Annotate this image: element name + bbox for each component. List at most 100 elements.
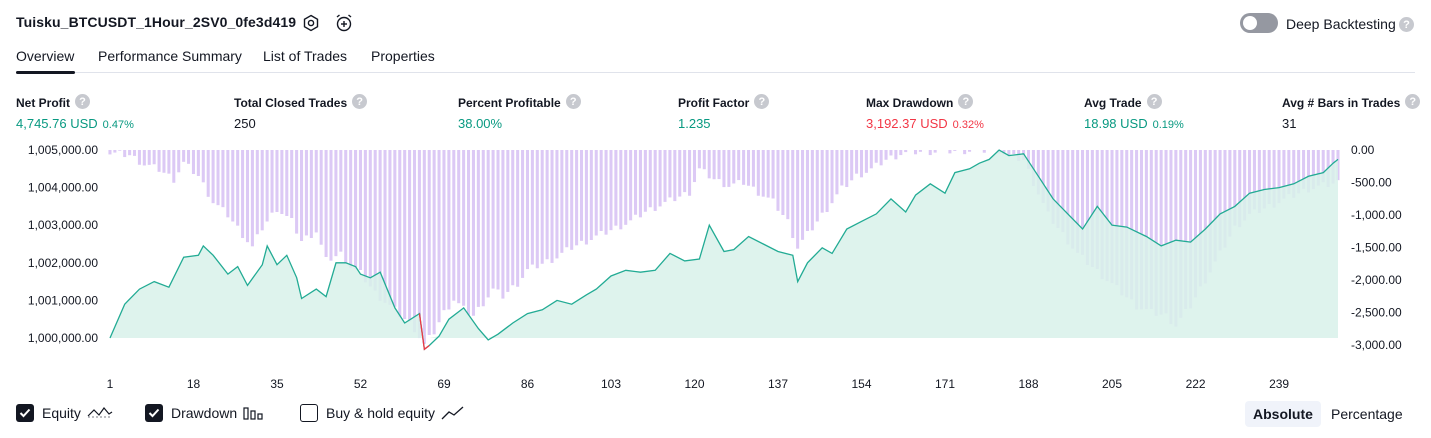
metric-label: Profit Factor (678, 95, 750, 110)
help-icon[interactable]: ? (1399, 17, 1414, 32)
equity-checkbox[interactable] (16, 404, 34, 422)
metric-value: 31 (1282, 116, 1297, 131)
drawdown-bar (1262, 150, 1266, 209)
drawdown-bar (894, 150, 898, 160)
drawdown-bar (565, 150, 569, 248)
help-icon[interactable]: ? (75, 94, 90, 110)
drawdown-bar (481, 150, 485, 307)
drawdown-bar (432, 150, 436, 335)
x-axis-tick: 1 (107, 377, 114, 391)
drawdown-bar (363, 150, 367, 283)
drawdown-bar (417, 150, 421, 339)
drawdown-bar (187, 150, 191, 164)
drawdown-bar (1130, 150, 1134, 300)
metric-total-closed-trades: Total Closed Trades? 250 (234, 94, 368, 131)
drawdown-bar (845, 150, 849, 188)
drawdown-bar (1081, 150, 1085, 255)
drawdown-bar (786, 150, 790, 220)
help-icon[interactable]: ? (565, 94, 581, 110)
drawdown-bar (206, 150, 210, 197)
drawdown-bar (884, 150, 888, 160)
y-axis-left-tick: 1,002,000.00 (28, 256, 98, 270)
drawdown-bar (1321, 150, 1325, 183)
help-icon[interactable]: ? (754, 94, 770, 110)
drawdown-checkbox[interactable] (145, 404, 163, 422)
legend-drawdown[interactable]: Drawdown (145, 404, 265, 422)
buy-hold-checkbox[interactable] (300, 404, 318, 422)
drawdown-bar (619, 150, 623, 230)
metric-profit-factor: Profit Factor? 1.235 (678, 94, 770, 131)
drawdown-bar (157, 150, 161, 172)
drawdown-bar (1306, 150, 1311, 193)
drawdown-bar (476, 150, 480, 307)
drawdown-bar (275, 150, 279, 213)
gear-icon[interactable] (300, 12, 322, 34)
help-icon[interactable]: ? (958, 94, 974, 110)
percentage-scale-button[interactable]: Percentage (1331, 406, 1403, 422)
drawdown-bar (521, 150, 525, 278)
drawdown-bar (756, 150, 760, 196)
drawdown-bar (516, 150, 520, 287)
drawdown-bar (555, 150, 559, 259)
drawdown-bar (1144, 150, 1148, 310)
drawdown-bar (349, 150, 353, 269)
legend-buy-hold-label: Buy & hold equity (326, 405, 435, 421)
drawdown-bar (560, 150, 564, 253)
drawdown-bar (457, 150, 461, 304)
x-axis-tick: 205 (1102, 377, 1122, 391)
drawdown-bar (658, 150, 662, 207)
metric-label: Total Closed Trades (234, 95, 348, 110)
equity-line (109, 149, 1339, 351)
drawdown-bar (1012, 150, 1016, 155)
drawdown-bar (245, 150, 250, 243)
drawdown-bar (933, 150, 937, 153)
drawdown-bar (388, 150, 392, 305)
drawdown-bar (1076, 150, 1080, 253)
tab-overview[interactable]: Overview (16, 48, 75, 64)
drawdown-bar (1139, 150, 1143, 310)
legend-equity[interactable]: Equity (16, 404, 113, 422)
drawdown-bar (889, 150, 893, 156)
help-icon[interactable]: ? (352, 94, 368, 110)
drawdown-bar (511, 150, 515, 286)
drawdown-bar (1026, 150, 1031, 169)
drawdown-bar (1287, 150, 1291, 195)
drawdown-bar (471, 150, 475, 316)
drawdown-bar (373, 150, 377, 291)
metric-percent: 0.19% (1152, 119, 1184, 131)
metric-avg-bars-in-trades: Avg # Bars in Trades? 31 (1282, 94, 1421, 131)
drawdown-bar (1159, 150, 1163, 315)
drawdown-bar (683, 150, 687, 193)
legend-buy-hold-equity[interactable]: Buy & hold equity (300, 404, 465, 422)
drawdown-bar (319, 150, 323, 245)
tab-list-of-trades[interactable]: List of Trades (263, 48, 348, 64)
drawdown-bar (467, 150, 471, 315)
absolute-scale-button[interactable]: Absolute (1245, 401, 1321, 427)
drawdown-bar (638, 150, 642, 218)
drawdown-bar (855, 150, 859, 174)
deep-backtesting-toggle[interactable] (1240, 13, 1278, 33)
drawdown-bar (403, 150, 407, 319)
drawdown-bar (801, 150, 805, 240)
drawdown-bar (1066, 150, 1070, 245)
help-icon[interactable]: ? (1146, 94, 1162, 110)
drawdown-bar (1208, 150, 1212, 273)
metric-value: 3,192.37 USD (866, 116, 948, 131)
equity-drawdown-chart: 1,005,000.00 1,004,000.00 1,003,000.00 1,00… (28, 143, 1402, 391)
equity-below-start-line (418, 313, 430, 351)
add-alert-icon[interactable] (333, 12, 355, 34)
tab-performance-summary[interactable]: Performance Summary (98, 48, 242, 64)
drawdown-bar (737, 150, 741, 181)
metric-value: 18.98 USD (1084, 116, 1148, 131)
drawdown-bar (850, 150, 854, 181)
drawdown-bar (201, 150, 205, 183)
drawdown-bar (742, 150, 746, 185)
drawdown-bar (1036, 150, 1040, 195)
drawdown-bar (609, 150, 613, 231)
metric-label: Percent Profitable (458, 95, 561, 110)
help-icon[interactable]: ? (1405, 94, 1421, 110)
y-axis-left-tick: 1,003,000.00 (28, 218, 98, 232)
drawdown-bar (1174, 150, 1178, 327)
drawdown-bar (918, 150, 922, 152)
tab-properties[interactable]: Properties (371, 48, 435, 64)
